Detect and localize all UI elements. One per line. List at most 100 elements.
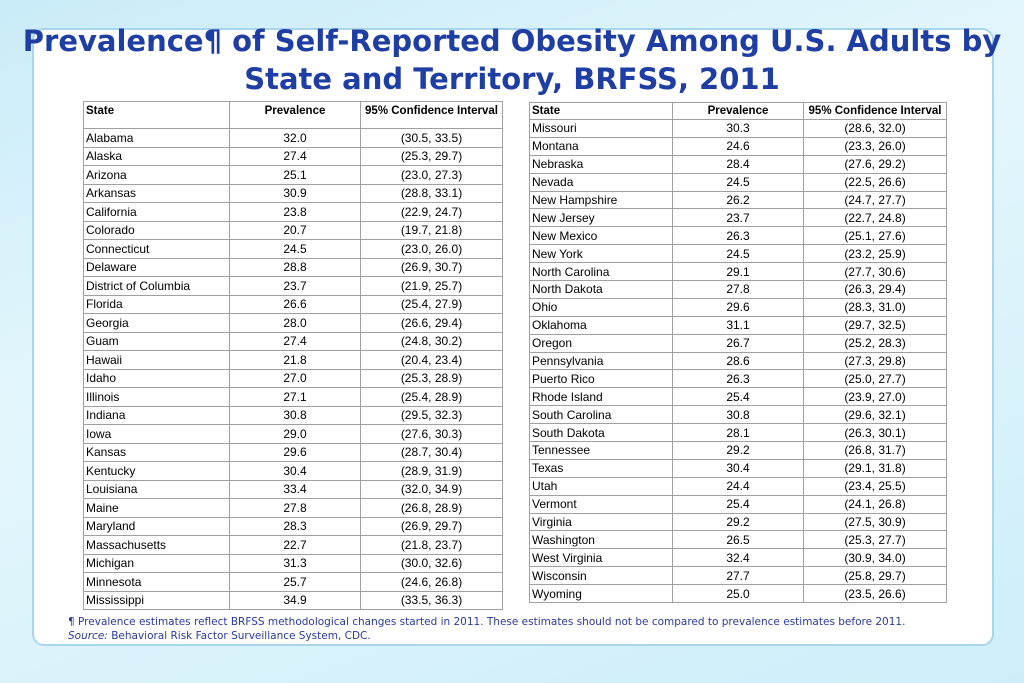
confidence-interval-cell: (27.6, 30.3) [360, 424, 503, 444]
table-row: California 23.8 (22.9, 24.7) [83, 202, 503, 222]
table-row: Wisconsin 27.7 (25.8, 29.7) [529, 566, 947, 586]
confidence-interval-cell: (25.0, 27.7) [803, 369, 947, 389]
prevalence-cell: 27.1 [229, 387, 361, 407]
state-name-cell: North Carolina [529, 262, 673, 282]
prevalence-column-header: Prevalence [672, 102, 804, 120]
prevalence-cell: 26.6 [229, 294, 361, 314]
footnote-line: ¶ Prevalence estimates reflect BRFSS met… [68, 615, 998, 629]
table-row: Oregon 26.7 (25.2, 28.3) [529, 333, 947, 353]
right-table-body: Missouri 30.3 (28.6, 32.0) Montana 24.6 (23.3… [529, 119, 947, 604]
table-row: Louisiana 33.4 (32.0, 34.9) [83, 479, 503, 499]
table-row: Wyoming 25.0 (23.5, 26.6) [529, 584, 947, 604]
table-row: Massachusetts 22.7 (21.8, 23.7) [83, 535, 503, 555]
table-header-row: State Prevalence 95% Confidence Interval [83, 101, 503, 129]
state-name-cell: South Carolina [529, 405, 673, 425]
state-name-cell: Arizona [83, 165, 230, 185]
prevalence-cell: 25.4 [672, 387, 804, 407]
prevalence-cell: 30.9 [229, 183, 361, 203]
state-name-cell: Minnesota [83, 572, 230, 592]
confidence-interval-cell: (19.7, 21.8) [360, 220, 503, 240]
state-name-cell: Colorado [83, 220, 230, 240]
state-name-cell: Montana [529, 136, 673, 156]
prevalence-cell: 28.0 [229, 313, 361, 333]
state-name-cell: South Dakota [529, 423, 673, 443]
table-row: Iowa 29.0 (27.6, 30.3) [83, 424, 503, 444]
state-name-cell: Kansas [83, 442, 230, 462]
table-row: Minnesota 25.7 (24.6, 26.8) [83, 572, 503, 592]
state-name-cell: North Dakota [529, 280, 673, 299]
table-row: Puerto Rico 26.3 (25.0, 27.7) [529, 369, 947, 389]
table-row: New Mexico 26.3 (25.1, 27.6) [529, 226, 947, 246]
state-name-cell: Rhode Island [529, 387, 673, 407]
prevalence-cell: 25.0 [672, 584, 804, 604]
table-header-row: State Prevalence 95% Confidence Interval [529, 102, 947, 120]
confidence-interval-cell: (21.8, 23.7) [360, 535, 503, 555]
prevalence-cell: 28.3 [229, 516, 361, 536]
confidence-interval-cell: (22.7, 24.8) [803, 208, 947, 228]
state-name-cell: Indiana [83, 405, 230, 425]
table-row: Nebraska 28.4 (27.6, 29.2) [529, 154, 947, 174]
prevalence-cell: 31.1 [672, 315, 804, 335]
state-name-cell: Puerto Rico [529, 369, 673, 389]
table-row: Ohio 29.6 (28.3, 31.0) [529, 297, 947, 317]
state-name-cell: Tennessee [529, 441, 673, 460]
confidence-interval-cell: (24.1, 26.8) [803, 494, 947, 514]
table-row: Montana 24.6 (23.3, 26.0) [529, 136, 947, 156]
confidence-interval-cell: (23.5, 26.6) [803, 584, 947, 604]
prevalence-cell: 28.8 [229, 257, 361, 277]
state-name-cell: Connecticut [83, 239, 230, 259]
prevalence-cell: 32.4 [672, 548, 804, 568]
source-label: Source: [68, 630, 108, 642]
confidence-interval-cell: (30.0, 32.6) [360, 553, 503, 573]
table-row: Alaska 27.4 (25.3, 29.7) [83, 146, 503, 166]
prevalence-cell: 22.7 [229, 535, 361, 555]
state-name-cell: Utah [529, 476, 673, 496]
confidence-interval-cell: (28.6, 32.0) [803, 119, 947, 138]
confidence-interval-cell: (26.9, 30.7) [360, 257, 503, 277]
table-row: Idaho 27.0 (25.3, 28.9) [83, 368, 503, 388]
slide-title: Prevalence¶ of Self-Reported Obesity Amo… [22, 24, 1002, 96]
table-row: Virginia 29.2 (27.5, 30.9) [529, 512, 947, 532]
prevalence-cell: 26.7 [672, 333, 804, 353]
confidence-interval-cell: (23.0, 27.3) [360, 165, 503, 185]
state-name-cell: Iowa [83, 424, 230, 444]
confidence-interval-cell: (27.5, 30.9) [803, 512, 947, 532]
ci-column-header: 95% Confidence Interval [803, 102, 947, 120]
prevalence-cell: 24.5 [229, 239, 361, 259]
state-name-cell: Texas [529, 458, 673, 478]
prevalence-cell: 34.9 [229, 590, 361, 610]
table-row: Indiana 30.8 (29.5, 32.3) [83, 405, 503, 425]
state-name-cell: New Hampshire [529, 190, 673, 210]
prevalence-cell: 20.7 [229, 220, 361, 240]
state-column-header: State [83, 101, 230, 129]
prevalence-cell: 30.4 [229, 461, 361, 481]
prevalence-cell: 30.4 [672, 458, 804, 478]
prevalence-cell: 29.0 [229, 424, 361, 444]
confidence-interval-cell: (20.4, 23.4) [360, 350, 503, 370]
confidence-interval-cell: (23.2, 25.9) [803, 244, 947, 264]
table-row: Texas 30.4 (29.1, 31.8) [529, 458, 947, 478]
state-name-cell: Maryland [83, 516, 230, 536]
state-name-cell: New Jersey [529, 208, 673, 228]
prevalence-cell: 28.1 [672, 423, 804, 443]
confidence-interval-cell: (25.3, 28.9) [360, 368, 503, 388]
confidence-interval-cell: (30.9, 34.0) [803, 548, 947, 568]
table-row: Rhode Island 25.4 (23.9, 27.0) [529, 387, 947, 407]
confidence-interval-cell: (25.3, 29.7) [360, 146, 503, 166]
table-row: New Hampshire 26.2 (24.7, 27.7) [529, 190, 947, 210]
state-name-cell: Washington [529, 530, 673, 550]
confidence-interval-cell: (28.9, 31.9) [360, 461, 503, 481]
table-row: Nevada 24.5 (22.5, 26.6) [529, 172, 947, 192]
confidence-interval-cell: (29.7, 32.5) [803, 315, 947, 335]
state-name-cell: Alabama [83, 128, 230, 148]
state-name-cell: Oklahoma [529, 315, 673, 335]
footnote: ¶ Prevalence estimates reflect BRFSS met… [68, 615, 998, 643]
confidence-interval-cell: (33.5, 36.3) [360, 590, 503, 610]
state-name-cell: Nebraska [529, 154, 673, 174]
state-name-cell: Louisiana [83, 479, 230, 499]
confidence-interval-cell: (32.0, 34.9) [360, 479, 503, 499]
table-row: Vermont 25.4 (24.1, 26.8) [529, 494, 947, 514]
prevalence-cell: 26.3 [672, 226, 804, 246]
source-text: Behavioral Risk Factor Surveillance Syst… [111, 630, 371, 642]
state-name-cell: Mississippi [83, 590, 230, 610]
